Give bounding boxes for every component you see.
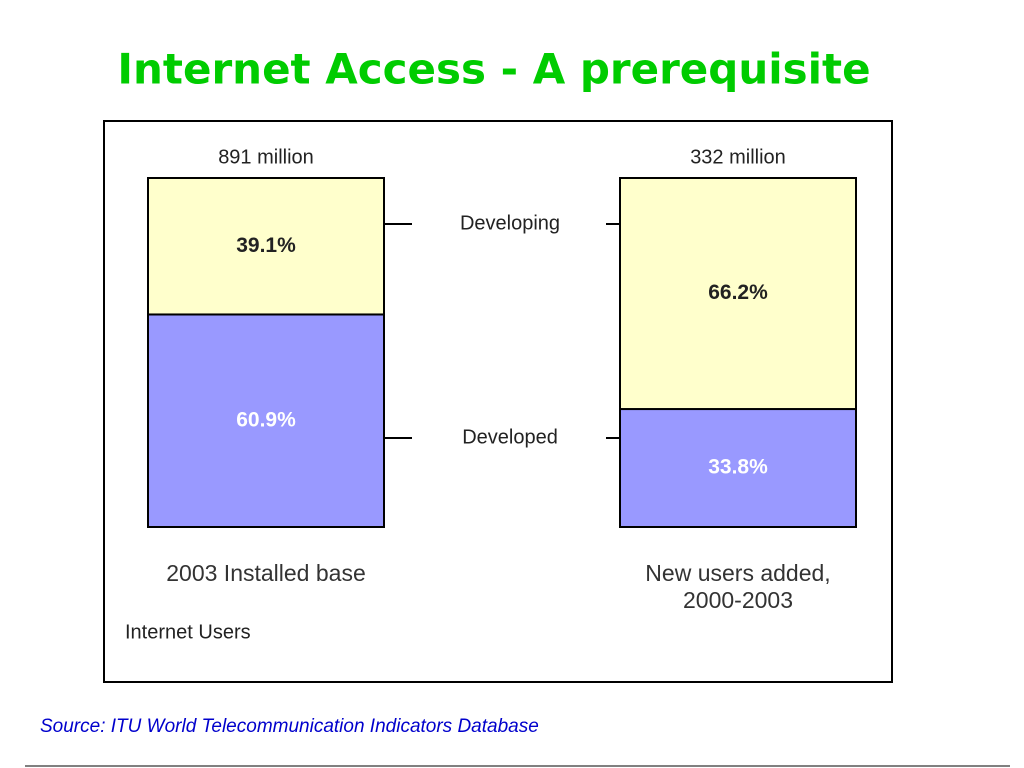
source: Source: ITU World Telecommunication Indi… (40, 716, 539, 737)
value-label: 66.2% (708, 281, 768, 304)
bar-segment (619, 177, 857, 411)
value-label: 39.1% (236, 234, 296, 257)
legend-label: Developing (460, 212, 560, 234)
legend-label: Developed (462, 426, 558, 448)
value-label: 33.8% (708, 456, 768, 479)
category-label-box: 2003 Installed base (166, 560, 366, 586)
axis-note: Internet Users (125, 621, 251, 643)
category-label-box: New users added, 2000-2003 (645, 560, 831, 613)
total-label: 332 million (690, 146, 786, 168)
bar-segment (147, 177, 385, 316)
slide-title: Internet Access - A prerequisite (117, 45, 870, 94)
category-label: 2003 Installed base (166, 560, 366, 586)
value-label: 60.9% (236, 408, 296, 431)
bar-segment (619, 408, 857, 528)
category-label: New users added, 2000-2003 (645, 560, 831, 613)
total-label: 891 million (218, 146, 314, 168)
